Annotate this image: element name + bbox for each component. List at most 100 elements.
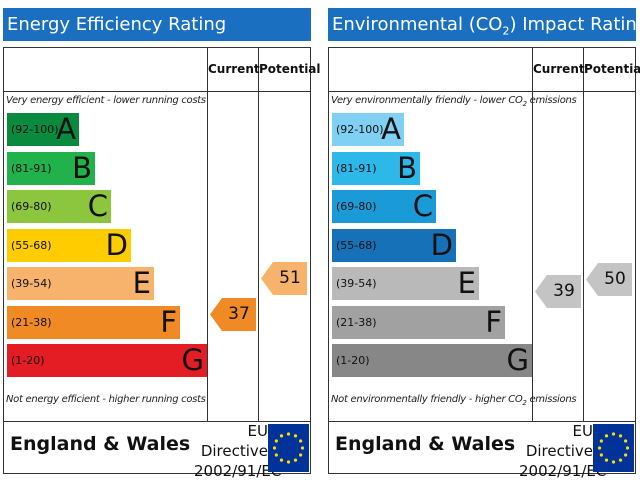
flag-star [299,453,303,457]
region-label: England & Wales [10,433,191,455]
flag-star [624,453,628,457]
band-letter: C [87,189,108,223]
flag-star [611,460,616,464]
column-header-current: Current [208,62,260,76]
band-letter: C [412,189,433,223]
rating-band-f: (21-38) F [332,304,505,339]
band-range: (81-91) [336,161,377,175]
rating-band-e: (39-54) E [7,267,154,300]
eu-directive-label: EU Directive 2002/91/EC [194,422,282,480]
band-letter: E [132,266,151,300]
flag-star [611,432,616,436]
potential-rating-value: 50 [604,269,626,290]
current-arrow-fill [210,298,256,332]
band-range: (92-100) [336,123,384,136]
column-header-potential: Potential [259,62,321,76]
energy-efficiency-panel: Energy Efficiency Rating Current Potenti… [3,8,321,480]
potential-arrow-fill [261,262,307,296]
rating-band-d: (55-68) D [7,227,131,262]
bottom-note: Not environmentally friendly - higher CO… [331,394,577,407]
top-note: Very energy efficient - lower running co… [6,95,206,106]
band-range: (69-80) [11,200,52,213]
current-rating-value: 39 [553,281,575,301]
environmental-impact-panel: Environmental (CO2) Impact Rating Curren… [328,8,640,480]
band-range: (39-54) [11,277,52,290]
region-label: England & Wales [335,433,516,455]
potential-arrow-shape [261,262,307,296]
flag-star [604,434,609,438]
potential-rating-arrow: 51 [261,262,307,296]
bottom-note: Not energy efficient - higher running co… [6,394,206,405]
band-range: (39-54) [336,277,377,290]
band-letter: F [485,304,502,339]
rating-frame: Current Potential Very energy efficient … [3,47,321,480]
flag-star [293,458,298,462]
rating-band-c: (69-80) C [332,190,436,223]
band-range: (1-20) [11,354,45,367]
band-letter: A [56,112,76,146]
rating-band-f: (21-38) F [7,304,180,339]
rating-band-a: (92-100) A [332,113,404,146]
band-range: (21-38) [11,315,52,329]
panel-title: Energy Efficiency Rating [3,8,311,41]
band-range: (55-68) [11,238,52,252]
rating-band-c: (69-80) C [7,190,111,223]
eu-flag-icon [593,424,634,472]
band-range: (81-91) [11,161,52,175]
panel-title: Environmental (CO2) Impact Rating [328,8,636,41]
current-arrow-shape [535,275,581,308]
band-range: (21-38) [336,315,377,329]
potential-arrow-shape [586,263,632,297]
current-arrow-shape [210,298,256,332]
flag-star [274,439,278,443]
flag-star [597,446,602,450]
potential-rating-arrow: 50 [586,263,632,297]
flag-star [299,439,303,443]
flag-star [279,458,284,462]
eu-directive-label: EU Directive 2002/91/EC [519,422,607,480]
rating-band-b: (81-91) B [332,150,420,185]
rating-band-a: (92-100) A [7,113,79,146]
current-rating-value: 37 [228,304,250,325]
rating-band-d: (55-68) D [332,227,456,262]
rating-band-b: (81-91) B [7,150,95,185]
top-note: Very environmentally friendly - lower CO… [331,95,577,108]
flag-star [618,434,623,438]
eu-flag-icon [268,424,309,472]
flag-star [293,434,298,438]
band-letter: B [397,150,417,185]
flag-star [274,453,278,457]
rating-frame: Current Potential Very environmentally f… [328,47,640,480]
flag-star [272,446,277,450]
band-letter: D [105,227,128,262]
flag-star [599,439,603,443]
flag-star [286,460,291,464]
column-header-potential: Potential [584,62,640,76]
potential-arrow-fill [586,263,632,297]
flag-star [286,432,291,436]
band-letter: G [506,343,529,377]
band-range: (69-80) [336,200,377,213]
rating-band-g: (1-20) G [7,344,207,377]
band-letter: F [160,304,177,339]
rating-band-g: (1-20) G [332,344,532,377]
flag-star [300,446,305,450]
flag-star [599,453,603,457]
band-range: (92-100) [11,123,59,136]
current-arrow-fill [535,275,581,308]
band-letter: D [430,227,453,262]
band-letter: B [72,150,92,185]
flag-star [618,458,623,462]
flag-star [624,439,628,443]
band-letter: E [457,266,476,300]
band-letter: A [381,112,401,146]
current-rating-arrow: 37 [210,298,256,332]
flag-star [625,446,630,450]
band-range: (55-68) [336,238,377,252]
flag-star [279,434,284,438]
flag-star [604,458,609,462]
column-header-current: Current [533,62,585,76]
rating-band-e: (39-54) E [332,267,479,300]
band-range: (1-20) [336,354,370,367]
potential-rating-value: 51 [279,268,301,289]
